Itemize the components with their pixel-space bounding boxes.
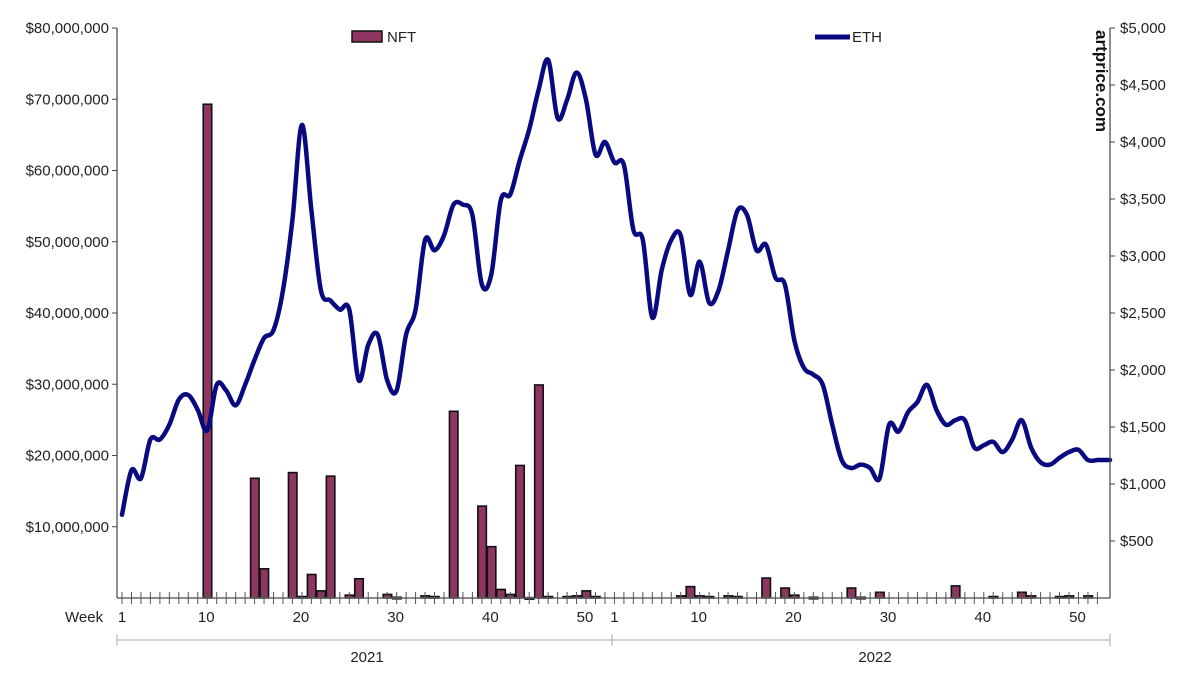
legend-swatch-nft <box>351 30 383 43</box>
left-tick-label: $10,000,000 <box>26 519 109 536</box>
week-tick-label-2022: 30 <box>880 609 897 626</box>
right-tick-label: $3,000 <box>1120 248 1166 265</box>
legend: NFT ETH <box>351 29 882 46</box>
nft-bar-2021-week-15 <box>249 477 260 599</box>
left-tick-label: $40,000,000 <box>26 305 109 322</box>
right-tick-label: $5,000 <box>1120 20 1166 37</box>
watermark: artprice.com <box>1092 30 1111 132</box>
legend-label-eth: ETH <box>852 29 882 46</box>
right-tick-label: $2,500 <box>1120 305 1166 322</box>
nft-bar-2021-week-10 <box>202 103 213 599</box>
week-tick-label-2021: 1 <box>118 609 126 626</box>
week-tick-label-2021: 10 <box>198 609 215 626</box>
x-axis-label: Week <box>65 609 104 626</box>
nft-bar-2021-week-23 <box>325 475 336 599</box>
week-tick-label-2022: 1 <box>610 609 618 626</box>
nft-bar-2021-week-19 <box>287 471 298 599</box>
right-tick-label: $1,500 <box>1120 419 1166 436</box>
left-tick-label: $70,000,000 <box>26 91 109 108</box>
nft-bar-2021-week-45 <box>533 384 544 599</box>
nft-bar-2021-week-39 <box>477 505 488 599</box>
week-tick-label-2022: 50 <box>1069 609 1086 626</box>
left-tick-label: $80,000,000 <box>26 20 109 37</box>
left-tick-label: $50,000,000 <box>26 234 109 251</box>
right-tick-label: $500 <box>1120 533 1153 550</box>
year-label-2021: 2021 <box>350 649 383 666</box>
year-label-2022: 2022 <box>858 649 891 666</box>
eth-line <box>119 57 1113 518</box>
nft-bar-2021-week-43 <box>514 464 526 599</box>
right-tick-label: $2,000 <box>1120 362 1166 379</box>
right-tick-label: $1,000 <box>1120 476 1166 493</box>
right-tick-label: $4,000 <box>1120 134 1166 151</box>
nft-bar-2021-week-40 <box>486 545 497 599</box>
nft-bar-2021-week-36 <box>448 410 459 599</box>
week-tick-label-2021: 50 <box>577 609 594 626</box>
right-tick-label: $3,500 <box>1120 191 1166 208</box>
left-tick-label: $30,000,000 <box>26 376 109 393</box>
legend-label-nft: NFT <box>387 29 416 46</box>
week-tick-label-2021: 40 <box>482 609 499 626</box>
left-tick-label: $60,000,000 <box>26 163 109 180</box>
week-tick-label-2022: 20 <box>785 609 802 626</box>
right-tick-label: $4,500 <box>1120 77 1166 94</box>
week-tick-label-2021: 30 <box>387 609 404 626</box>
week-tick-label-2021: 20 <box>293 609 310 626</box>
left-tick-label: $20,000,000 <box>26 448 109 465</box>
week-tick-label-2022: 10 <box>690 609 707 626</box>
week-tick-label-2022: 40 <box>974 609 991 626</box>
